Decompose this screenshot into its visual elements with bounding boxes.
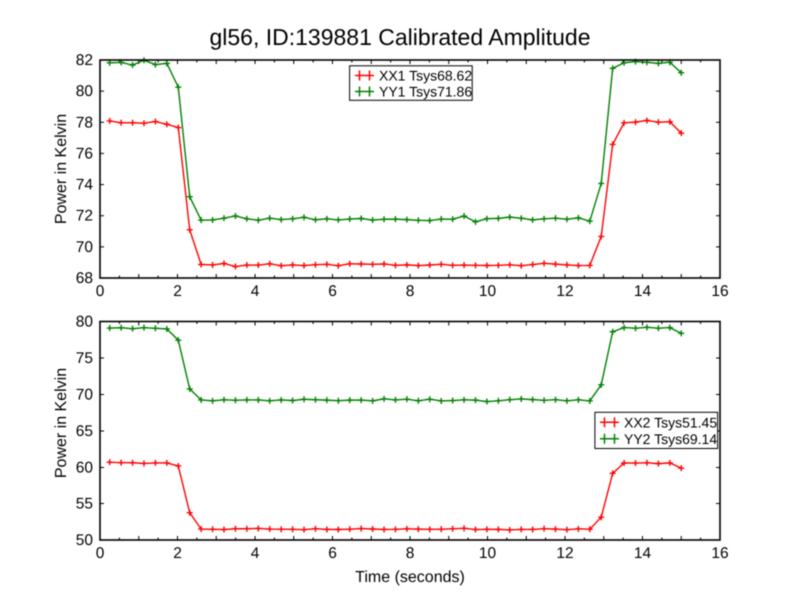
svg-text:10: 10 (479, 283, 497, 300)
svg-text:16: 16 (711, 545, 728, 562)
svg-text:76: 76 (76, 145, 93, 162)
svg-text:0: 0 (96, 545, 105, 562)
svg-text:0: 0 (96, 283, 105, 300)
svg-text:Time (seconds): Time (seconds) (355, 569, 465, 586)
svg-text:80: 80 (76, 314, 94, 331)
svg-text:72: 72 (76, 208, 93, 225)
svg-text:4: 4 (251, 283, 260, 300)
svg-text:50: 50 (76, 532, 94, 549)
svg-text:14: 14 (634, 545, 652, 562)
svg-text:Power in Kelvin: Power in Kelvin (53, 114, 70, 224)
svg-text:68: 68 (76, 270, 93, 287)
svg-text:82: 82 (76, 52, 93, 69)
svg-text:2: 2 (173, 545, 182, 562)
svg-text:80: 80 (76, 83, 94, 100)
svg-text:75: 75 (76, 350, 93, 367)
svg-text:Power in Kelvin: Power in Kelvin (53, 368, 70, 478)
svg-text:60: 60 (76, 460, 94, 477)
svg-text:4: 4 (251, 545, 260, 562)
svg-text:55: 55 (76, 496, 93, 513)
svg-text:8: 8 (406, 283, 415, 300)
svg-text:gl56, ID:139881 Calibrated Amp: gl56, ID:139881 Calibrated Amplitude (209, 24, 590, 50)
svg-text:10: 10 (479, 545, 497, 562)
svg-text:14: 14 (634, 283, 652, 300)
svg-text:YY1 Tsys71.86: YY1 Tsys71.86 (379, 84, 472, 100)
svg-text:12: 12 (556, 283, 573, 300)
svg-text:6: 6 (328, 545, 337, 562)
svg-text:8: 8 (406, 545, 415, 562)
svg-text:XX1 Tsys68.62: XX1 Tsys68.62 (379, 68, 472, 84)
svg-text:XX2 Tsys51.45: XX2 Tsys51.45 (624, 414, 717, 430)
svg-text:16: 16 (711, 283, 728, 300)
svg-text:6: 6 (328, 283, 337, 300)
svg-text:65: 65 (76, 423, 93, 440)
svg-text:YY2 Tsys69.14: YY2 Tsys69.14 (624, 431, 717, 447)
svg-text:12: 12 (556, 545, 573, 562)
svg-text:70: 70 (76, 239, 94, 256)
svg-text:2: 2 (173, 283, 182, 300)
svg-text:78: 78 (76, 114, 93, 131)
svg-text:70: 70 (76, 387, 94, 404)
svg-text:74: 74 (76, 177, 94, 194)
